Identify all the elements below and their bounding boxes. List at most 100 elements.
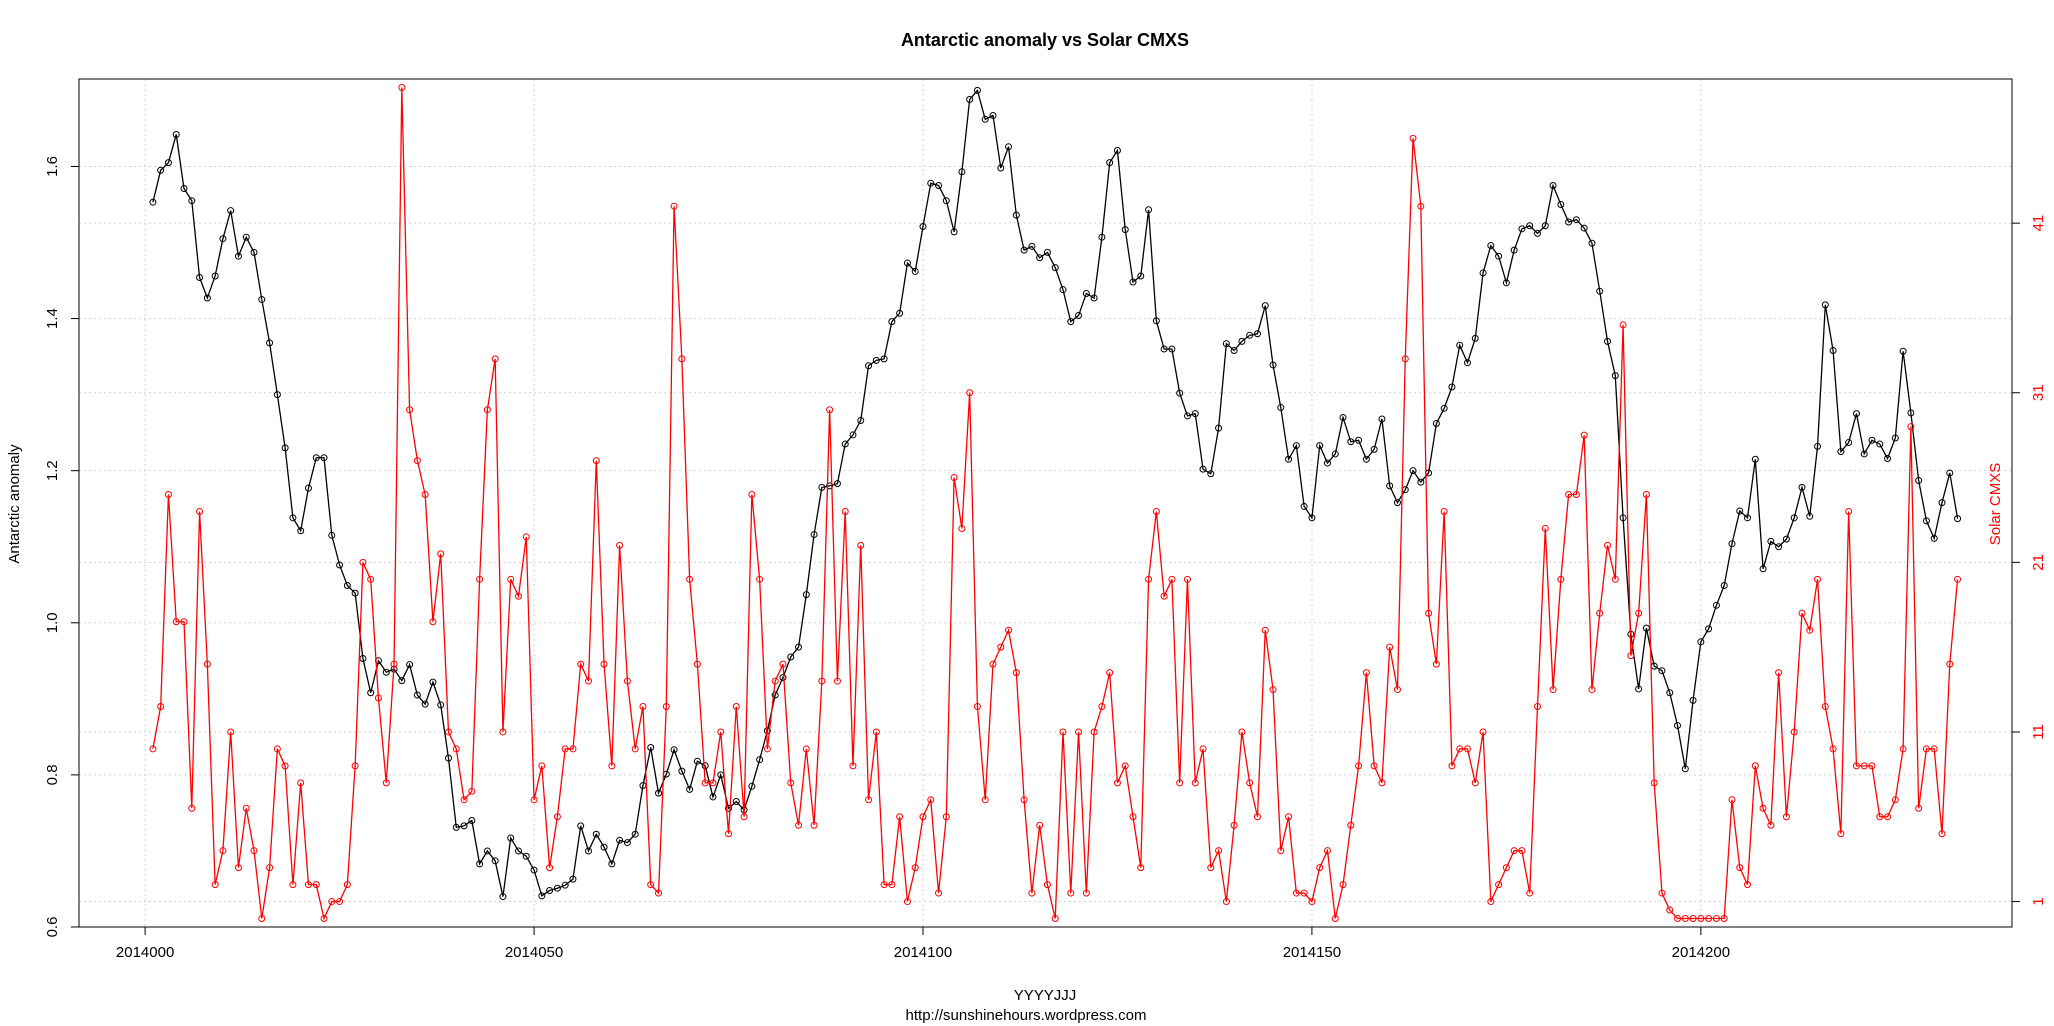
solar-cmxs-point xyxy=(1098,703,1106,711)
solar-cmxs-point xyxy=(973,703,981,711)
antarctic-anomaly-point xyxy=(1751,455,1759,463)
y-axis-label-right: Solar CMXS xyxy=(1987,463,2004,546)
x-tick-label: 2014100 xyxy=(894,944,952,961)
antarctic-anomaly-point xyxy=(1253,330,1261,338)
solar-cmxs-point xyxy=(1837,830,1845,838)
antarctic-anomaly-point xyxy=(600,843,608,851)
solar-cmxs-point xyxy=(1308,898,1316,906)
antarctic-anomaly-point xyxy=(942,197,950,205)
solar-cmxs-point xyxy=(1899,745,1907,753)
antarctic-anomaly-point xyxy=(1502,279,1510,287)
antarctic-anomaly-point xyxy=(1510,246,1518,254)
solar-cmxs-point xyxy=(1137,864,1145,872)
antarctic-anomaly-point xyxy=(1697,638,1705,646)
antarctic-anomaly-point xyxy=(561,881,569,889)
antarctic-anomaly-point xyxy=(670,746,678,754)
solar-cmxs-point xyxy=(1681,915,1689,923)
solar-cmxs-point xyxy=(476,575,484,583)
antarctic-anomaly-point xyxy=(818,483,826,491)
antarctic-anomaly-point xyxy=(180,185,188,193)
antarctic-anomaly-point xyxy=(149,198,157,206)
antarctic-anomaly-point xyxy=(779,674,787,682)
solar-cmxs-point xyxy=(1253,813,1261,821)
solar-cmxs-point xyxy=(1938,830,1946,838)
solar-cmxs-point xyxy=(1487,898,1495,906)
antarctic-anomaly-point xyxy=(1145,206,1153,214)
solar-cmxs-point xyxy=(1635,609,1643,617)
antarctic-anomaly-point xyxy=(1782,535,1790,543)
antarctic-anomaly-point xyxy=(966,96,974,104)
solar-cmxs-point xyxy=(872,728,880,736)
solar-cmxs-point xyxy=(390,660,398,668)
solar-cmxs-point xyxy=(413,457,421,465)
antarctic-anomaly-point xyxy=(1471,334,1479,342)
antarctic-anomaly-point xyxy=(1036,254,1044,262)
antarctic-anomaly-point xyxy=(880,355,888,363)
antarctic-anomaly-point xyxy=(647,744,655,752)
solar-cmxs-point xyxy=(1028,889,1036,897)
antarctic-anomaly-point xyxy=(1292,442,1300,450)
antarctic-anomaly-point xyxy=(273,391,281,399)
y-tick-label-left: 1.0 xyxy=(44,612,61,633)
antarctic-anomaly-point xyxy=(1012,211,1020,219)
solar-cmxs-point xyxy=(406,406,414,414)
solar-cmxs-point xyxy=(997,643,1005,651)
antarctic-anomaly-point xyxy=(1744,514,1752,522)
antarctic-anomaly-point xyxy=(1409,467,1417,475)
solar-cmxs-point xyxy=(514,592,522,600)
solar-cmxs-point xyxy=(1323,847,1331,855)
solar-cmxs-point xyxy=(188,804,196,812)
antarctic-anomaly-point xyxy=(693,757,701,765)
antarctic-anomaly-point xyxy=(1440,404,1448,412)
antarctic-anomaly-point xyxy=(1269,361,1277,369)
antarctic-anomaly-point xyxy=(468,817,476,825)
antarctic-anomaly-point xyxy=(1191,410,1199,418)
solar-cmxs-point xyxy=(1572,491,1580,499)
solar-cmxs-point xyxy=(429,618,437,626)
solar-cmxs-point xyxy=(896,813,904,821)
solar-cmxs-point xyxy=(1090,728,1098,736)
antarctic-anomaly-point xyxy=(1331,450,1339,458)
solar-cmxs-point xyxy=(1845,507,1853,515)
y-tick-label-right: 1 xyxy=(2030,897,2047,905)
antarctic-anomaly-point xyxy=(1798,483,1806,491)
solar-cmxs-point xyxy=(1043,881,1051,889)
antarctic-anomaly-point xyxy=(1137,272,1145,280)
antarctic-anomaly-point xyxy=(437,701,445,709)
solar-cmxs-point xyxy=(771,677,779,685)
antarctic-anomaly-point xyxy=(164,159,172,167)
solar-cmxs-point xyxy=(1627,652,1635,660)
antarctic-anomaly-point xyxy=(616,836,624,844)
antarctic-anomaly-point xyxy=(1922,517,1930,525)
solar-cmxs-point xyxy=(1292,889,1300,897)
solar-cmxs-point xyxy=(1775,669,1783,677)
solar-cmxs-point xyxy=(382,779,390,787)
antarctic-anomaly-point xyxy=(1814,442,1822,450)
antarctic-anomaly-point xyxy=(1907,409,1915,417)
antarctic-anomaly-point xyxy=(406,661,414,669)
solar-cmxs-point xyxy=(709,779,717,787)
grid-layer xyxy=(79,79,2012,928)
solar-cmxs-point xyxy=(297,779,305,787)
x-tick-label: 2014150 xyxy=(1283,944,1341,961)
solar-cmxs-point xyxy=(585,677,592,685)
antarctic-anomaly-point xyxy=(1534,229,1541,237)
solar-cmxs-point xyxy=(1829,745,1837,753)
antarctic-anomaly-point xyxy=(188,197,196,205)
antarctic-anomaly-point xyxy=(989,112,997,120)
solar-cmxs-point xyxy=(1362,669,1370,677)
solar-cmxs-point xyxy=(1767,821,1775,829)
antarctic-anomaly-point xyxy=(476,860,484,868)
solar-cmxs-point xyxy=(1067,889,1075,897)
antarctic-anomaly-point xyxy=(1946,469,1954,477)
antarctic-anomaly-point xyxy=(1806,512,1814,520)
antarctic-anomaly-point xyxy=(1681,765,1689,773)
antarctic-anomaly-point xyxy=(592,830,600,838)
antarctic-anomaly-point xyxy=(849,431,857,439)
solar-cmxs-point xyxy=(981,796,989,804)
solar-cmxs-point xyxy=(281,762,289,770)
solar-cmxs-point xyxy=(880,881,888,889)
antarctic-anomaly-point xyxy=(732,798,740,806)
